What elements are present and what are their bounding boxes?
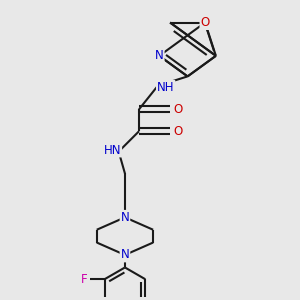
Text: N: N bbox=[121, 211, 129, 224]
Text: NH: NH bbox=[157, 81, 174, 94]
Text: HN: HN bbox=[104, 143, 121, 157]
Text: N: N bbox=[155, 49, 164, 62]
Text: N: N bbox=[121, 248, 129, 261]
Text: F: F bbox=[81, 273, 88, 286]
Text: O: O bbox=[174, 125, 183, 138]
Text: O: O bbox=[200, 16, 210, 29]
Text: O: O bbox=[174, 103, 183, 116]
